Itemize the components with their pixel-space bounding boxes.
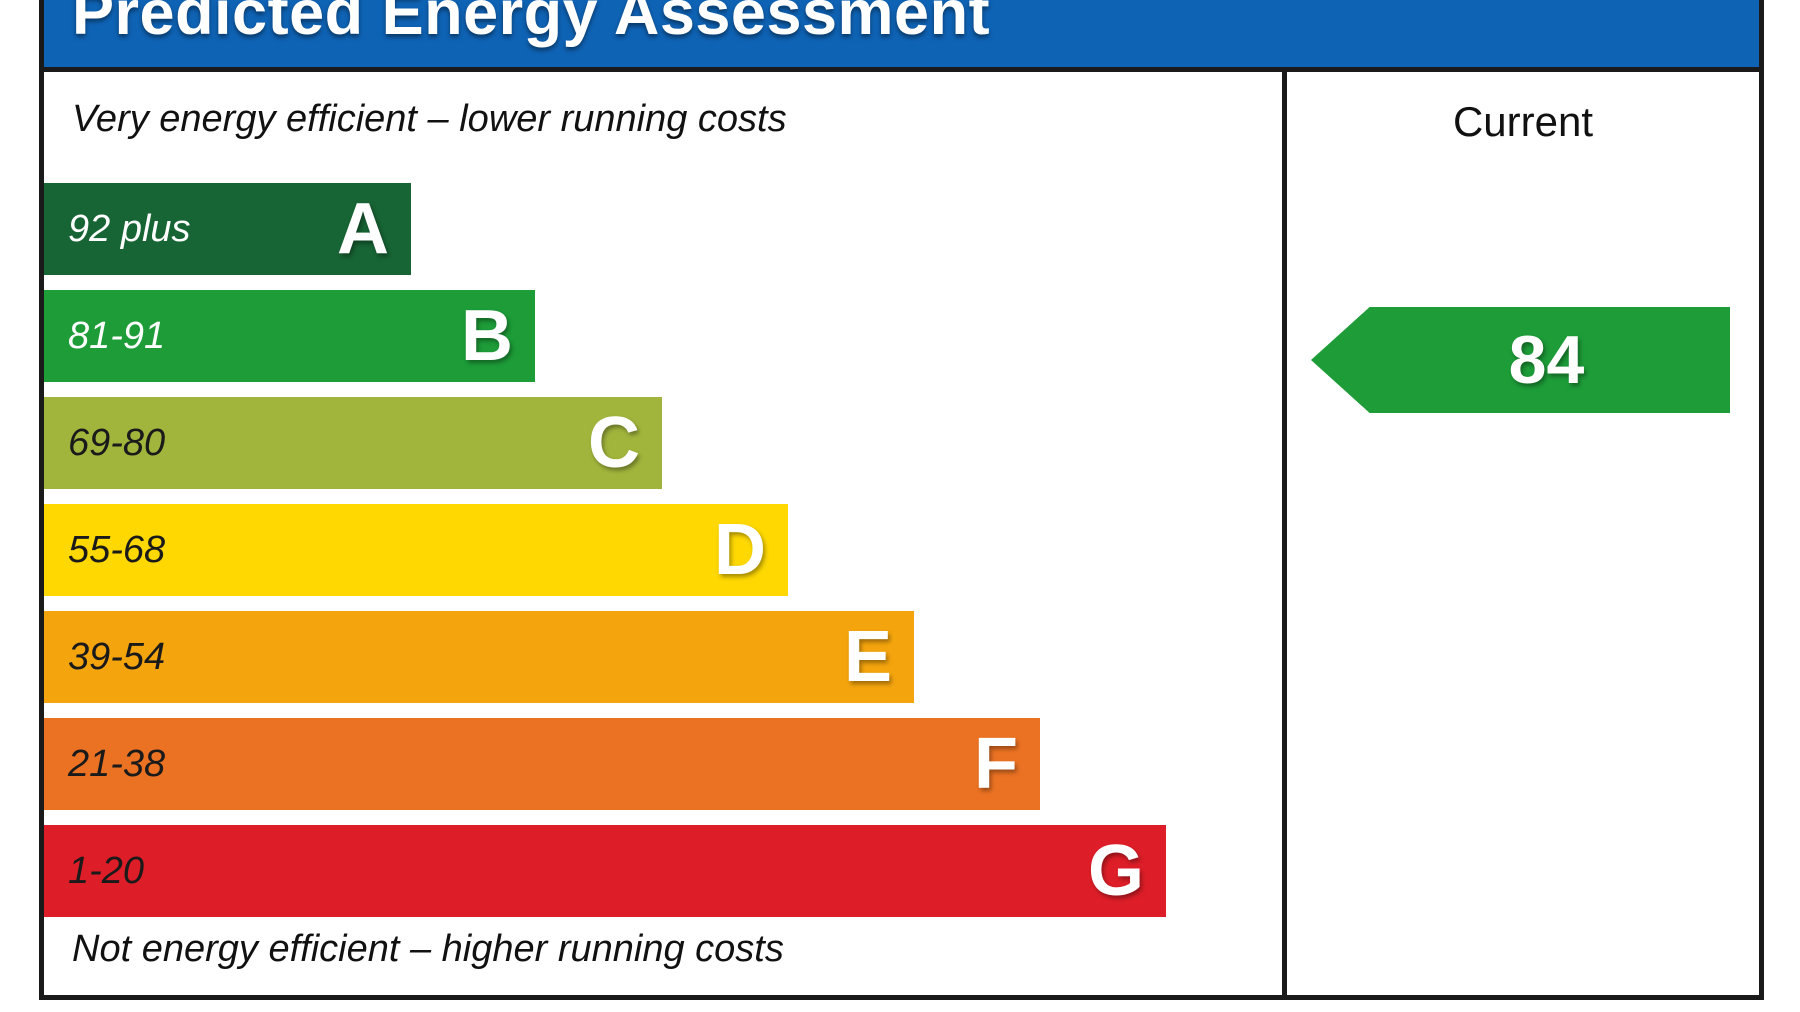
chart-title: Predicted Energy Assessment [72,0,991,48]
band-range-label: 1-20 [68,849,145,892]
band-row: 55-68 D [44,504,788,596]
chart-header: Predicted Energy Assessment [44,0,1759,72]
band-letter: B [461,296,513,376]
current-rating-value: 84 [1508,322,1585,398]
band-range-label: 92 plus [68,207,191,250]
band-letter: C [588,403,640,483]
band-row: 69-80 C [44,397,662,489]
band-row: 1-20 G [44,825,1166,917]
band-range-label: 21-38 [68,742,166,785]
band-letter: D [714,510,766,590]
band-range-label: 81-91 [68,314,166,357]
band-row: 39-54 E [44,611,914,703]
band-row: 21-38 F [44,718,1040,810]
band-letter: A [337,189,389,269]
band-row: 81-91 B [44,290,535,382]
band-range-label: 39-54 [68,635,166,678]
current-rating-arrow: 84 [1311,307,1730,413]
band-range-label: 55-68 [68,528,166,571]
top-note: Very energy efficient – lower running co… [72,98,787,140]
current-panel: Current 84 [1282,72,1759,995]
band-row: 92 plus A [44,183,411,275]
band-range-label: 69-80 [68,421,166,464]
current-column-label: Current [1452,98,1594,145]
bands-panel: Very energy efficient – lower running co… [44,72,1282,995]
band-letter: E [843,617,892,697]
bottom-note: Not energy efficient – higher running co… [72,928,784,970]
chart-body: Very energy efficient – lower running co… [44,72,1759,995]
band-letter: F [974,724,1018,804]
band-letter: G [1087,831,1144,911]
epc-chart-frame: Predicted Energy Assessment Very energy … [39,0,1764,1000]
bands-container: 92 plus A 81-91 B 69-80 C 55-68 D 39-54 … [44,183,1166,932]
